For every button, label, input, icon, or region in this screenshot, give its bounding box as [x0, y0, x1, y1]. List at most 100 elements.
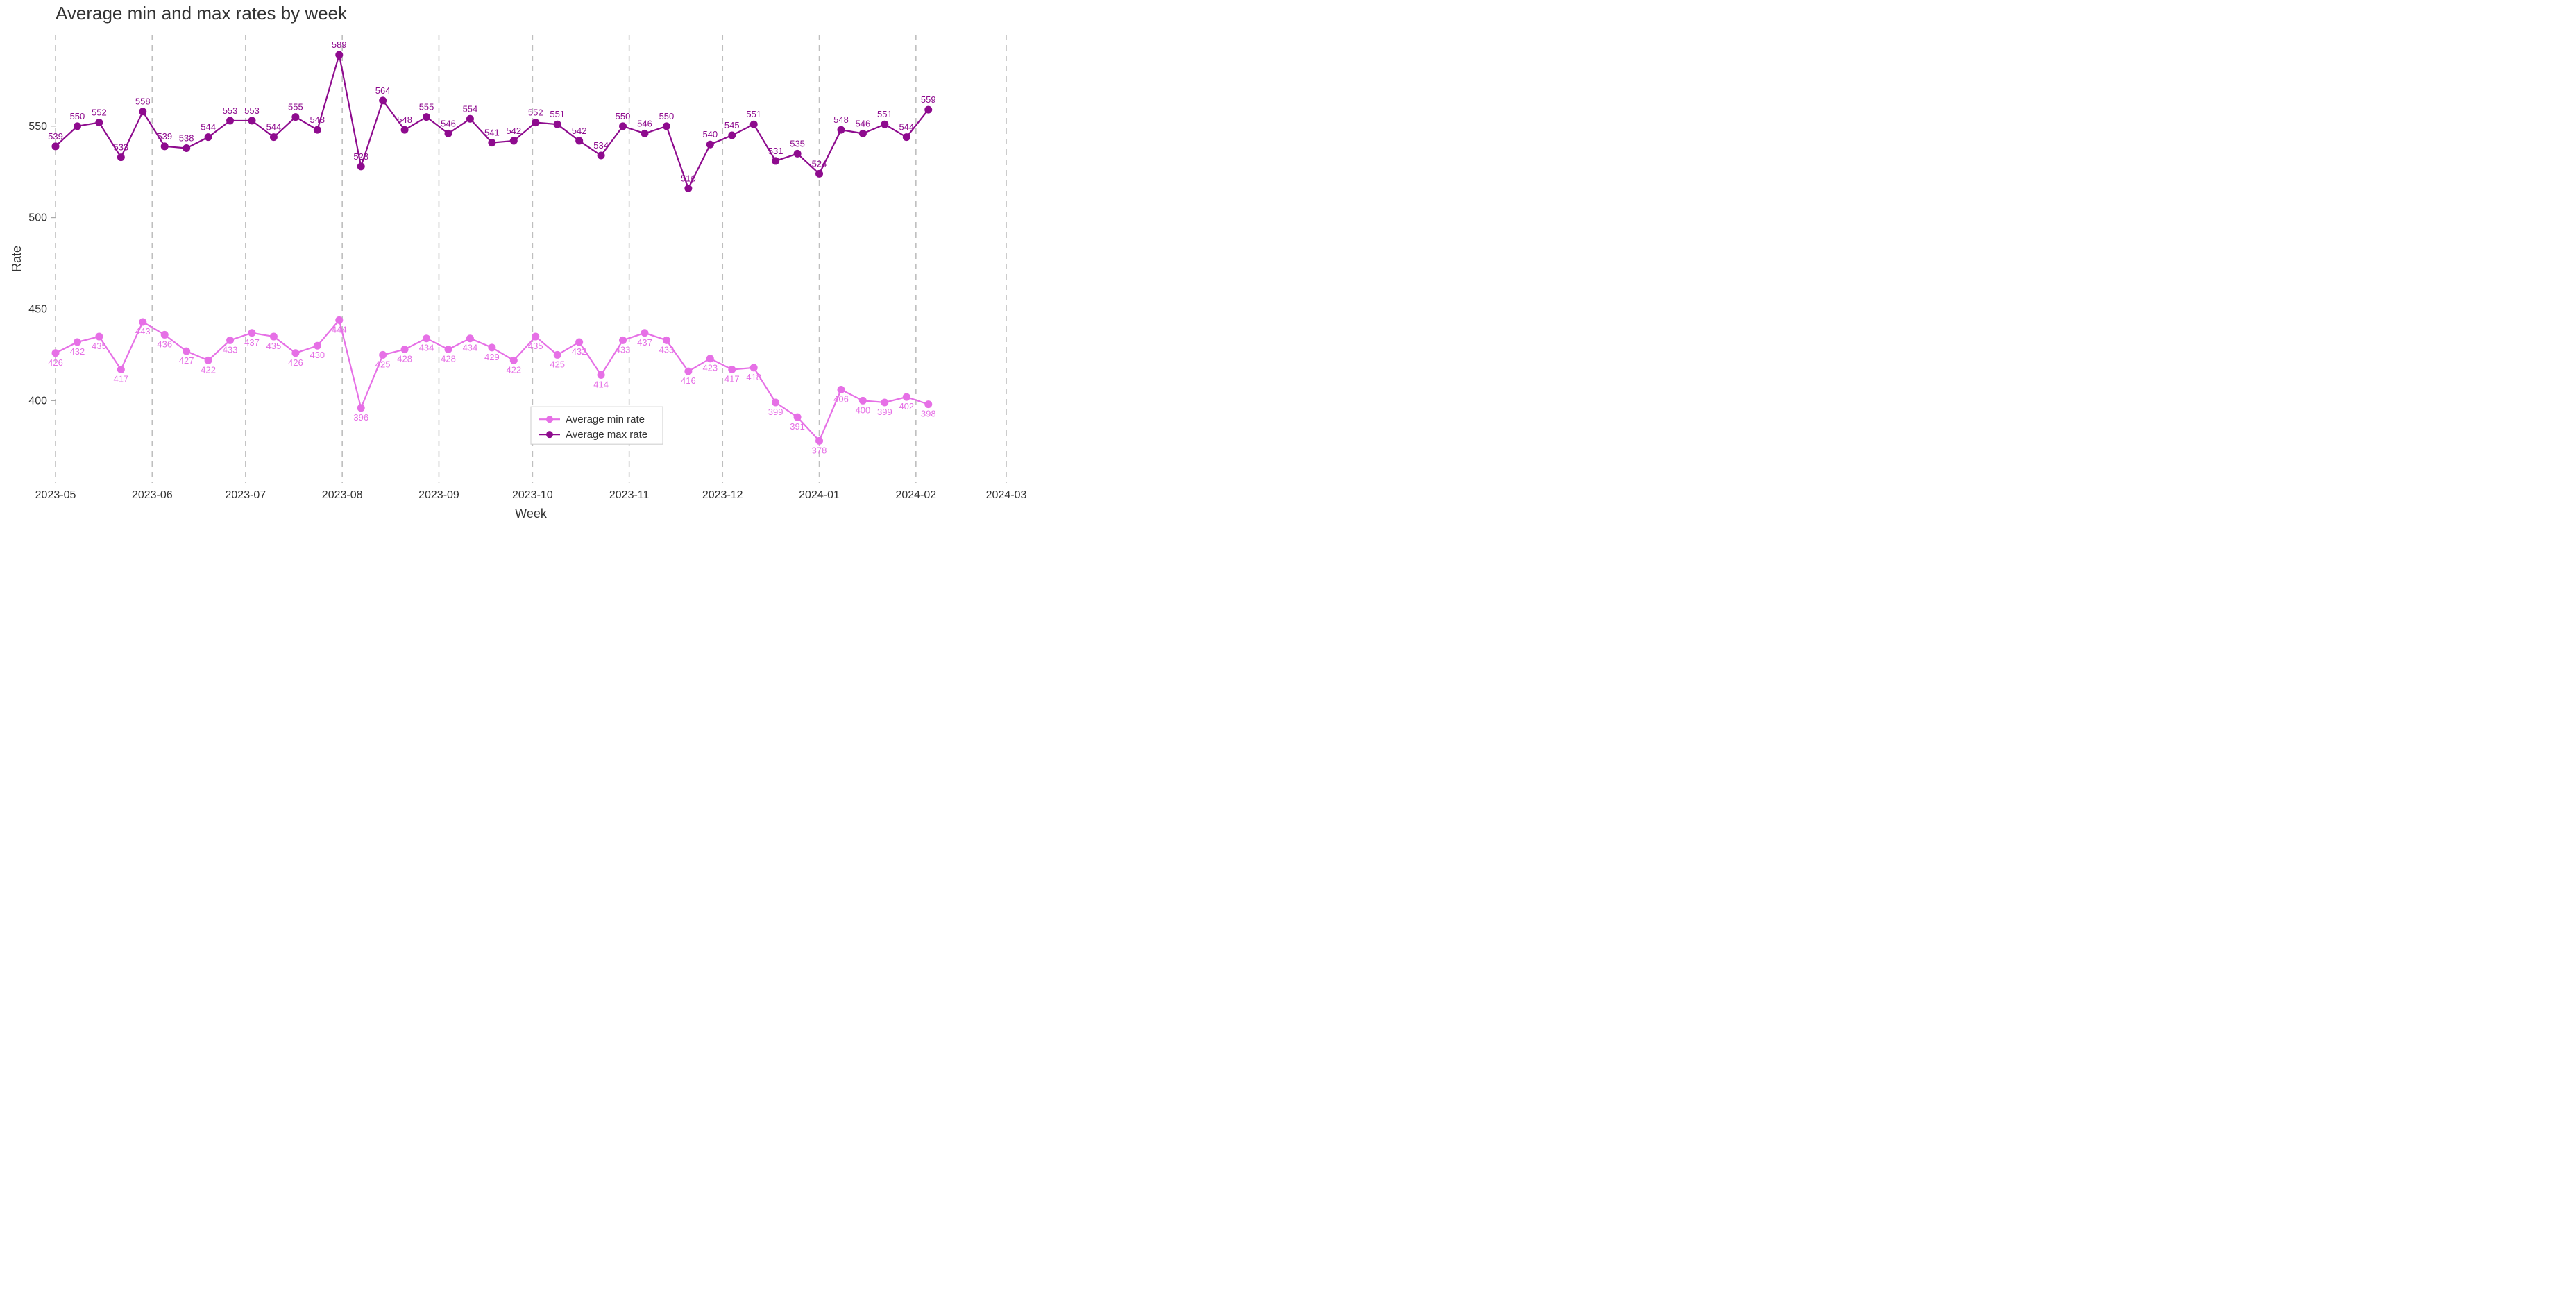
max-rate-value-label: 564	[375, 85, 391, 96]
max-rate-value-label: 535	[790, 138, 805, 149]
max-rate-value-label: 555	[288, 102, 303, 112]
max-rate-marker	[314, 126, 321, 133]
max-rate-marker	[576, 137, 583, 144]
min-rate-value-label: 432	[70, 346, 85, 357]
min-rate-value-label: 428	[397, 354, 412, 364]
max-rate-value-label: 541	[484, 128, 500, 138]
min-rate-marker	[881, 399, 888, 406]
x-axis-label: Week	[515, 507, 548, 520]
max-rate-marker	[881, 121, 888, 128]
min-rate-marker	[380, 351, 387, 358]
min-rate-value-label: 391	[790, 421, 805, 432]
max-rate-value-label: 540	[702, 129, 718, 139]
min-rate-value-label: 437	[637, 337, 652, 348]
min-rate-value-label: 443	[135, 326, 151, 337]
min-rate-value-label: 434	[419, 343, 434, 353]
rates-chart: 2023-052023-062023-072023-082023-092023-…	[0, 0, 1041, 532]
min-rate-value-label: 435	[92, 341, 107, 351]
max-rate-value-label: 552	[528, 108, 543, 118]
min-rate-value-label: 435	[266, 341, 282, 351]
min-rate-marker	[729, 366, 736, 373]
min-rate-value-label: 430	[310, 350, 325, 360]
max-rate-value-label: 542	[572, 126, 587, 136]
max-rate-value-label: 551	[550, 109, 565, 119]
min-rate-marker	[772, 399, 779, 406]
min-rate-marker	[74, 339, 80, 346]
legend-label-max: Average max rate	[566, 429, 647, 441]
max-rate-value-label: 544	[266, 122, 282, 133]
max-rate-marker	[816, 170, 823, 177]
max-rate-marker	[838, 126, 845, 133]
max-rate-marker	[532, 119, 539, 126]
min-rate-marker	[445, 346, 452, 353]
max-rate-marker	[925, 106, 932, 113]
max-rate-marker	[74, 123, 80, 130]
max-rate-value-label: 550	[70, 111, 85, 121]
min-rate-marker	[227, 337, 234, 343]
max-rate-value-label: 548	[833, 114, 849, 125]
max-rate-marker	[598, 152, 604, 159]
min-rate-value-label: 423	[702, 363, 718, 373]
min-rate-value-label: 396	[353, 412, 368, 423]
min-rate-value-label: 432	[572, 346, 587, 357]
y-tick-label: 400	[28, 395, 47, 407]
min-rate-marker	[663, 337, 670, 343]
max-rate-marker	[336, 51, 343, 58]
min-rate-value-label: 434	[463, 343, 478, 353]
min-rate-marker	[401, 346, 408, 353]
min-rate-value-label: 426	[288, 357, 303, 368]
min-rate-marker	[816, 437, 823, 444]
x-tick-label: 2023-07	[226, 489, 266, 501]
legend-swatch-marker	[546, 431, 553, 438]
min-rate-marker	[139, 319, 146, 325]
x-tick-label: 2023-05	[35, 489, 76, 501]
max-rate-marker	[227, 117, 234, 124]
max-rate-value-label: 558	[135, 96, 151, 107]
max-rate-marker	[706, 141, 713, 148]
min-rate-marker	[620, 337, 627, 343]
min-rate-marker	[466, 335, 473, 342]
y-tick-label: 550	[28, 121, 47, 133]
min-rate-value-label: 416	[681, 375, 696, 386]
min-rate-value-label: 399	[768, 407, 783, 417]
min-rate-marker	[336, 316, 343, 323]
min-rate-value-label: 436	[157, 339, 172, 349]
min-rate-value-label: 435	[528, 341, 543, 351]
max-rate-marker	[794, 150, 801, 157]
min-rate-value-label: 417	[113, 374, 128, 384]
max-rate-value-label: 528	[353, 151, 368, 162]
max-rate-value-label: 555	[419, 102, 434, 112]
min-rate-value-label: 406	[833, 394, 849, 405]
min-rate-value-label: 399	[877, 407, 892, 417]
max-rate-marker	[729, 132, 736, 139]
min-rate-value-label: 433	[223, 344, 238, 355]
max-rate-value-label: 544	[899, 122, 914, 133]
max-rate-marker	[445, 130, 452, 137]
max-rate-value-label: 554	[463, 103, 478, 114]
min-rate-marker	[96, 333, 103, 340]
max-rate-marker	[96, 119, 103, 126]
max-rate-value-label: 589	[332, 40, 347, 50]
chart-svg: 2023-052023-062023-072023-082023-092023-…	[0, 0, 1041, 532]
min-rate-marker	[248, 330, 255, 337]
min-rate-value-label: 422	[201, 364, 216, 375]
max-rate-marker	[183, 144, 190, 151]
min-rate-value-label: 378	[812, 445, 827, 455]
min-rate-marker	[314, 342, 321, 349]
max-rate-marker	[401, 126, 408, 133]
max-rate-value-label: 550	[616, 111, 631, 121]
min-rate-marker	[859, 397, 866, 404]
max-rate-marker	[510, 137, 517, 144]
min-rate-marker	[183, 348, 190, 355]
min-rate-value-label: 418	[746, 372, 761, 382]
max-rate-marker	[205, 134, 212, 141]
max-rate-value-label: 551	[877, 109, 892, 119]
min-rate-value-label: 437	[244, 337, 260, 348]
min-rate-marker	[554, 351, 561, 358]
min-rate-marker	[292, 350, 299, 357]
min-rate-marker	[161, 331, 168, 338]
max-rate-marker	[423, 114, 430, 121]
max-rate-marker	[641, 130, 648, 137]
max-rate-value-label: 546	[441, 118, 456, 128]
min-rate-marker	[903, 393, 910, 400]
